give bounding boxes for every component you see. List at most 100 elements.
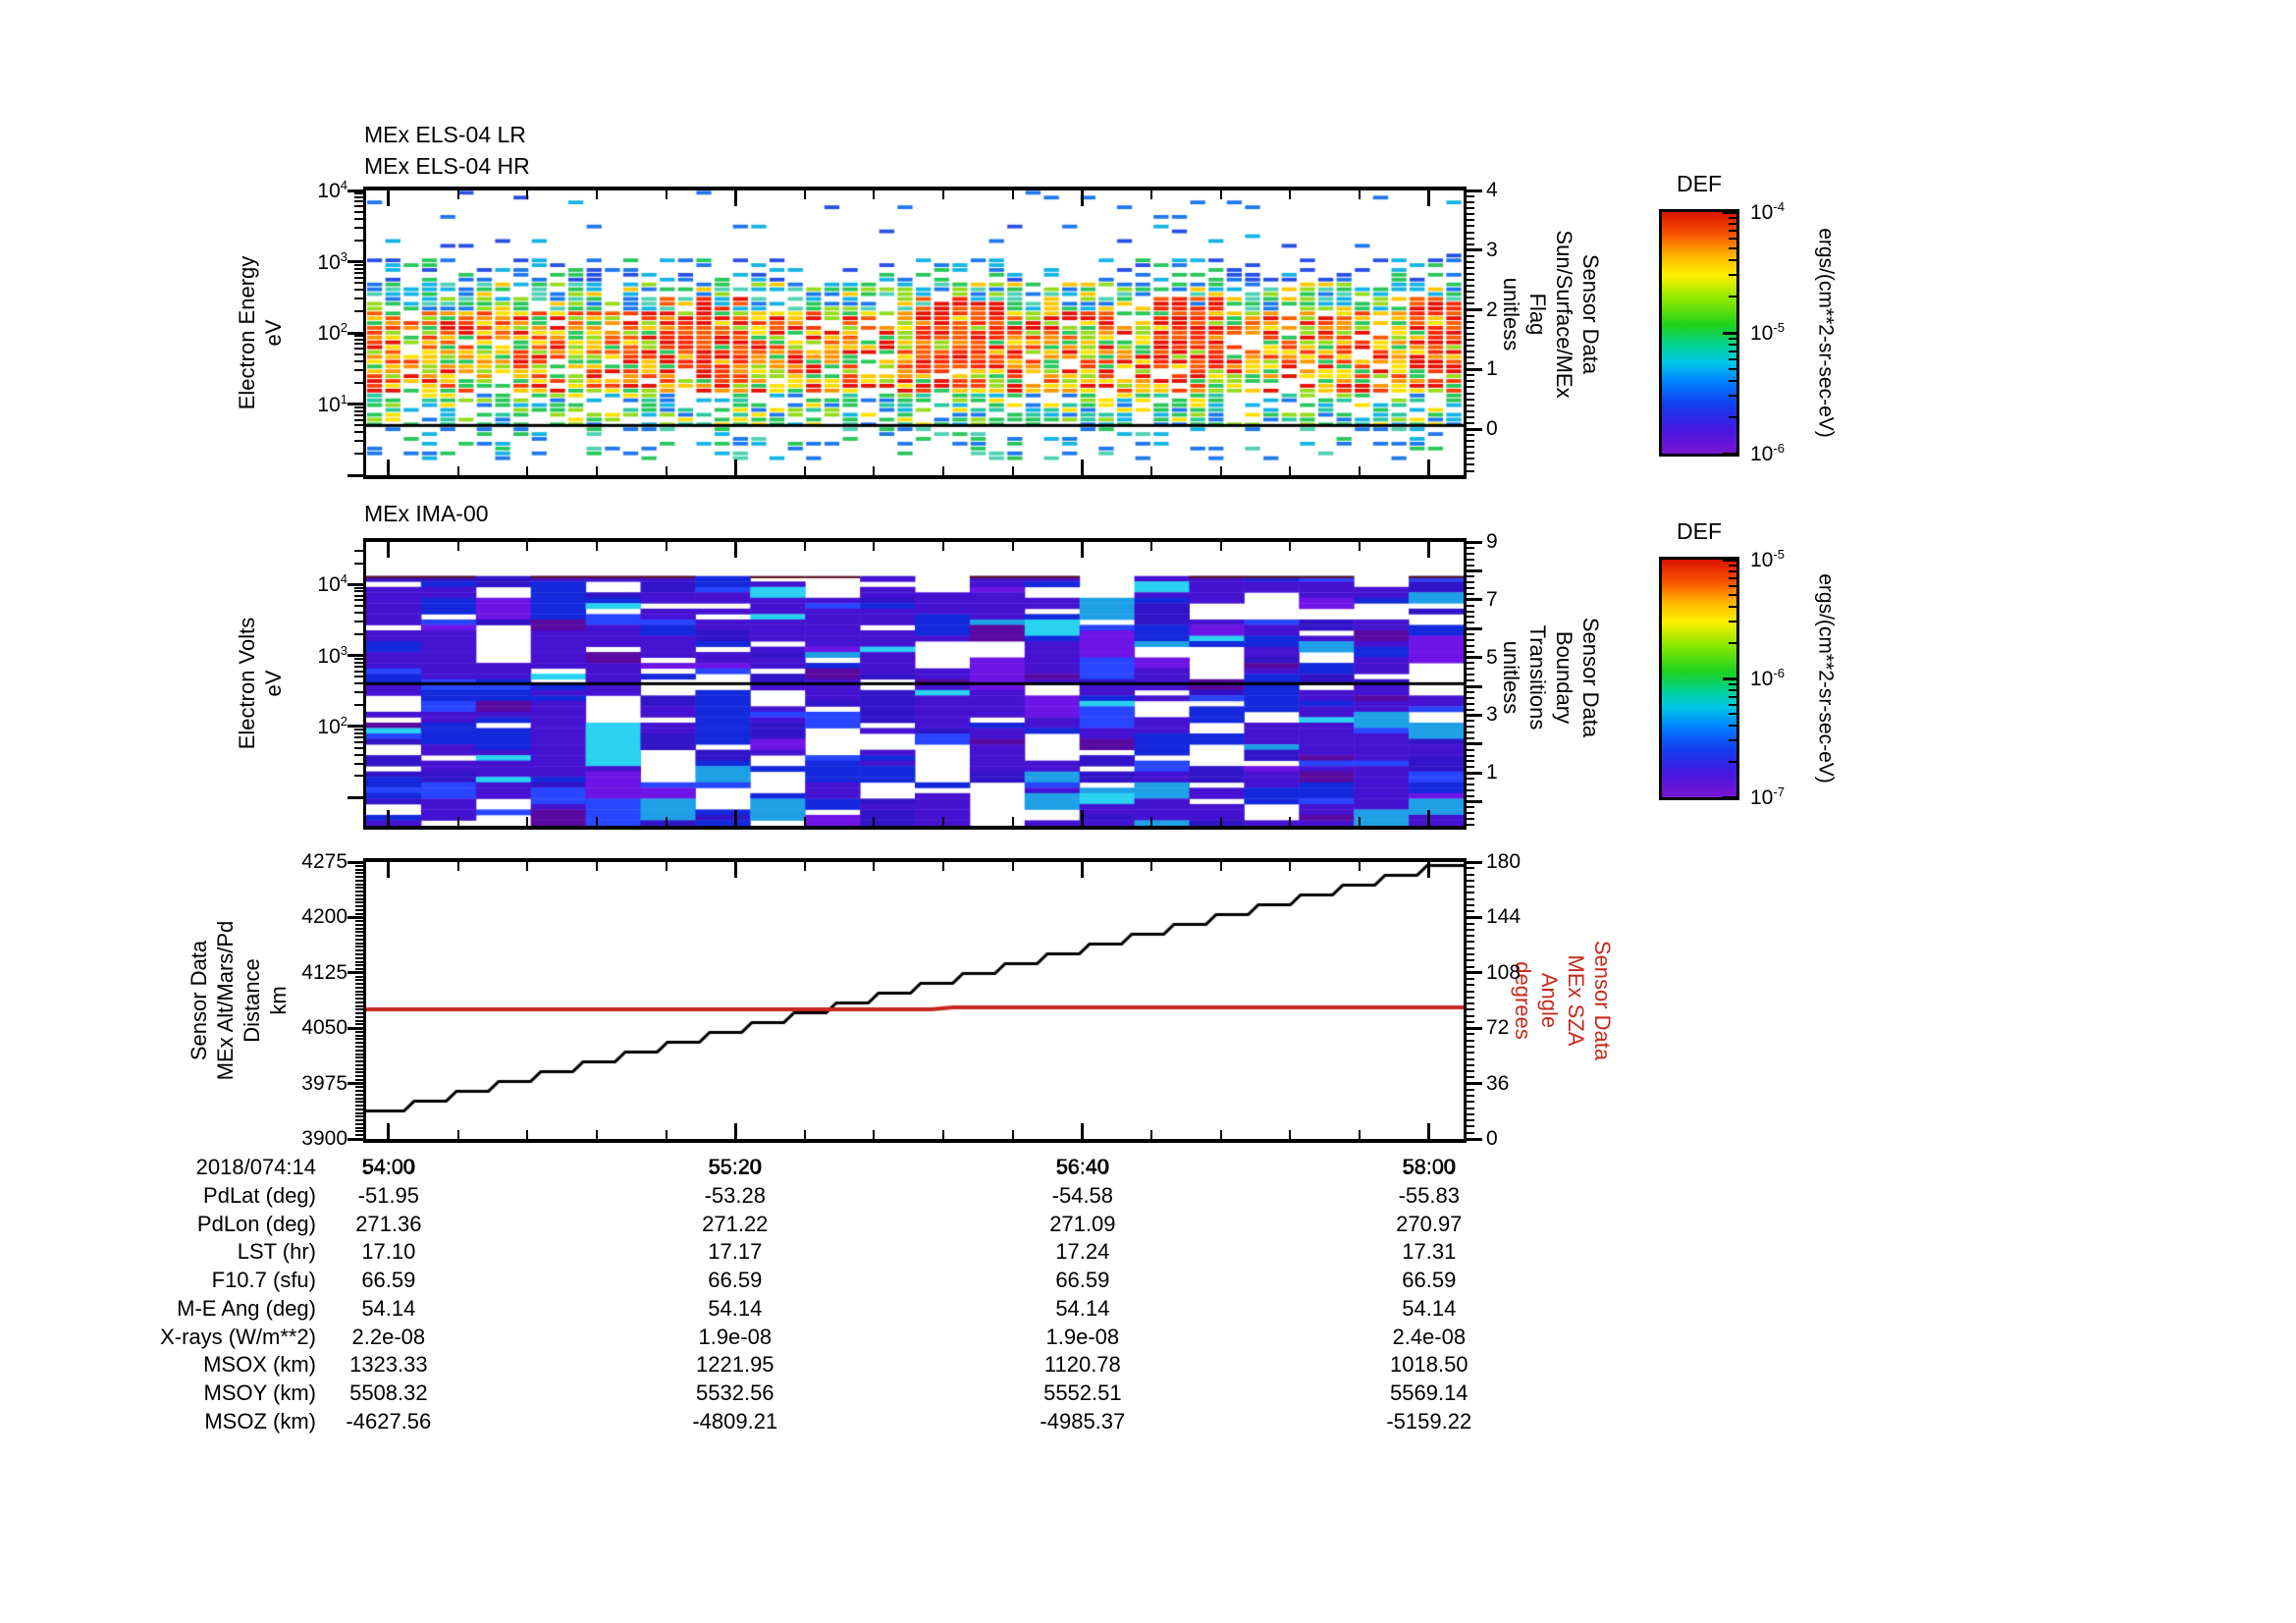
axis-tick-label: 54:00 [362, 1156, 415, 1178]
axis-tick [1359, 542, 1362, 551]
axis-tick [1467, 616, 1474, 619]
axis-tick [347, 331, 363, 335]
axis-tick [665, 542, 667, 551]
axis-tick [354, 192, 363, 195]
axis-tick [1467, 903, 1474, 906]
axis-tick [354, 731, 363, 734]
axis-tick [1467, 260, 1474, 263]
axis-tick [1729, 379, 1736, 382]
axis-tick [355, 1090, 363, 1093]
axis-tick [1729, 216, 1736, 219]
axis-tick [354, 632, 363, 635]
axis-tick-label: 103 [317, 642, 347, 668]
colorbar-els-title: DEF [1677, 171, 1722, 196]
axis-tick [354, 381, 363, 384]
axis-tick-label: 56:40 [1056, 1156, 1109, 1178]
axis-tick [1467, 1020, 1474, 1023]
colorbar-ima-units: ergs/(cm**2-sr-sec-eV) [1814, 573, 1838, 784]
axis-tick [1467, 308, 1482, 311]
axis-tick [873, 190, 876, 199]
axis-tick-label: 0 [1486, 1127, 1498, 1150]
axis-label-line: Electron Volts [235, 617, 259, 750]
axis-tick [942, 190, 945, 199]
axis-tick-label: 10-5 [1750, 320, 1785, 345]
axis-tick-label: 10-5 [1750, 547, 1785, 571]
axis-tick [1467, 1026, 1482, 1030]
axis-tick-label: 3975 [301, 1071, 347, 1095]
axis-tick [1467, 668, 1474, 671]
axis-tick [456, 466, 459, 475]
axis-tick [873, 862, 876, 871]
axis-tick [526, 1130, 529, 1139]
axis-tick [354, 205, 363, 208]
axis-tick [354, 657, 363, 660]
axis-tick [1467, 1076, 1474, 1079]
axis-tick [1080, 1123, 1084, 1139]
axis-tick [1729, 351, 1736, 353]
axis-tick [355, 1075, 363, 1078]
axis-tick [1467, 415, 1474, 418]
axis-tick [387, 810, 391, 826]
axis-tick [1467, 788, 1474, 791]
axis-tick [1467, 928, 1474, 931]
table-cell: 5569.14 [1390, 1380, 1468, 1405]
axis-tick [1729, 682, 1736, 685]
table-cell: 5532.56 [696, 1380, 774, 1405]
axis-tick [1289, 466, 1292, 475]
axis-tick [387, 460, 391, 475]
axis-tick [354, 704, 363, 707]
axis-tick [1467, 273, 1474, 276]
axis-tick [354, 271, 363, 274]
axis-tick-label: 4200 [301, 905, 347, 929]
axis-tick [595, 862, 598, 871]
axis-tick [1289, 817, 1292, 826]
axis-tick-label: 4 [1486, 179, 1498, 201]
table-row-label: LST (hr) [237, 1239, 316, 1265]
axis-tick [355, 1122, 363, 1125]
table-row-label: PdLon (deg) [196, 1211, 316, 1236]
axis-tick [354, 605, 363, 608]
axis-tick [1467, 344, 1474, 347]
axis-tick [942, 542, 945, 551]
table-cell: 17.17 [708, 1239, 763, 1265]
axis-tick [387, 862, 391, 878]
ima-spectrogram-canvas [366, 542, 1464, 826]
axis-tick [942, 817, 945, 826]
axis-tick-label: 1 [1486, 761, 1498, 784]
axis-label-line: Electron Energy [235, 255, 259, 410]
axis-tick [1467, 207, 1474, 210]
table-cell: 66.59 [1402, 1268, 1457, 1293]
axis-tick [1467, 1112, 1474, 1115]
axis-tick [1467, 1052, 1474, 1055]
axis-tick [355, 1049, 363, 1052]
axis-tick [1729, 584, 1736, 587]
axis-tick [1467, 626, 1482, 630]
axis-tick [354, 368, 363, 371]
axis-tick [347, 860, 363, 864]
axis-tick [803, 862, 806, 871]
axis-tick [355, 979, 363, 982]
axis-tick [1467, 996, 1474, 999]
axis-tick [354, 621, 363, 623]
axis-tick-label: 55:20 [709, 1156, 762, 1178]
sza-right-axis-label: Sensor Data MEx SZA Angle degrees [1510, 941, 1616, 1060]
axis-tick-label: 10-4 [1750, 199, 1785, 224]
table-cell: 1018.50 [1390, 1352, 1468, 1378]
axis-tick [354, 210, 363, 213]
axis-tick [1467, 243, 1474, 245]
axis-label-line: eV [261, 319, 286, 347]
axis-tick [354, 217, 363, 220]
table-cell: 66.59 [708, 1268, 763, 1293]
axis-tick [354, 339, 363, 342]
axis-tick-label: 144 [1486, 905, 1522, 929]
axis-label-line: Sensor Data [1578, 617, 1603, 738]
axis-tick [355, 1086, 363, 1089]
axis-tick [1729, 713, 1736, 716]
axis-tick [355, 920, 363, 923]
axis-tick [355, 1056, 363, 1059]
axis-tick [354, 762, 363, 765]
axis-tick [354, 612, 363, 615]
axis-tick [1467, 897, 1474, 900]
axis-tick [354, 691, 363, 694]
axis-tick [1467, 1008, 1474, 1011]
